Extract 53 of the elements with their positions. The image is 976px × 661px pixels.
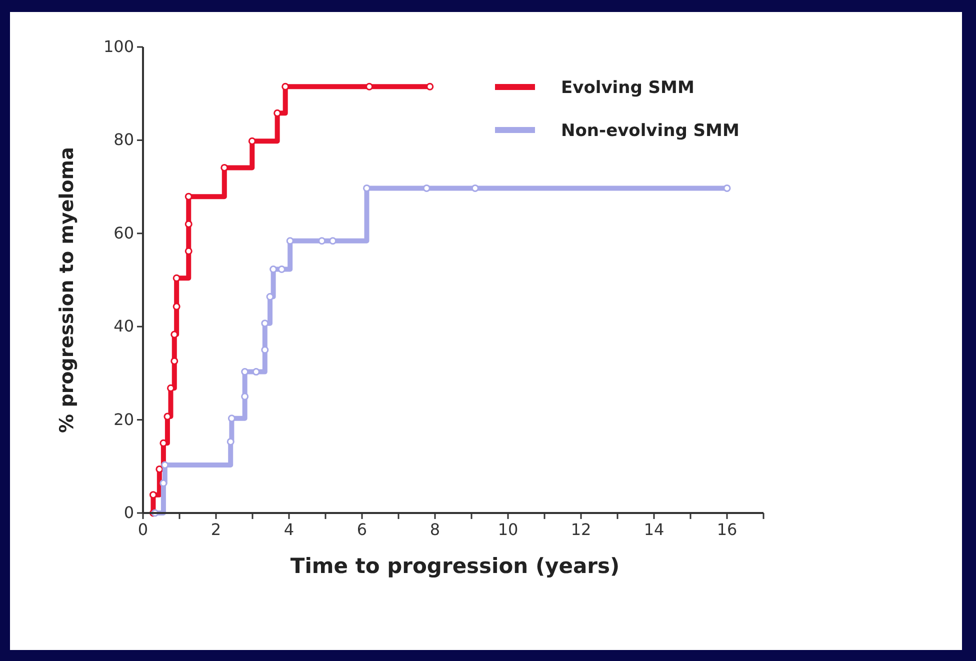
point	[156, 465, 164, 473]
point	[282, 82, 290, 90]
point	[274, 109, 282, 117]
point	[241, 392, 249, 400]
x-tick-label: 2	[210, 520, 222, 539]
point	[170, 330, 178, 338]
y-tick-label: 100	[103, 37, 134, 56]
point	[723, 184, 731, 192]
point	[261, 346, 269, 354]
y-tick-label: 40	[114, 316, 134, 336]
x-tick-label: 6	[356, 520, 368, 539]
y-tick-label: 60	[114, 223, 134, 242]
point	[226, 438, 234, 446]
point	[160, 439, 168, 447]
point	[149, 491, 157, 499]
point	[329, 237, 337, 245]
point	[184, 247, 192, 255]
point	[362, 184, 370, 192]
legend-label: Non-evolving SMM	[561, 121, 740, 141]
point	[422, 184, 430, 192]
point	[220, 164, 228, 172]
point	[252, 368, 260, 376]
point	[241, 368, 249, 376]
x-axis-title: Time to progression (years)	[290, 554, 620, 578]
point	[286, 237, 294, 245]
y-tick-label: 20	[114, 410, 134, 429]
point	[366, 82, 374, 90]
y-tick-label: 0	[124, 503, 134, 522]
point	[248, 137, 256, 145]
x-tick-label: 0	[138, 520, 148, 539]
x-tick-label: 16	[716, 520, 738, 539]
y-axis-title: % progression to myeloma	[56, 147, 78, 433]
point	[261, 320, 269, 328]
x-tick-label: 14	[644, 520, 664, 539]
x-tick-label: 4	[284, 520, 294, 539]
x-tick-label: 8	[430, 520, 440, 539]
y-tick-label: 80	[114, 130, 134, 150]
x-tick-label: 12	[570, 520, 592, 539]
point	[278, 266, 286, 274]
point	[318, 237, 326, 245]
point	[160, 479, 168, 487]
point	[166, 384, 174, 392]
point	[172, 274, 180, 282]
point	[471, 184, 479, 192]
point	[184, 192, 192, 200]
point	[170, 357, 178, 365]
point	[184, 220, 192, 228]
point	[172, 302, 180, 310]
point	[164, 412, 172, 420]
x-tick-label: 10	[498, 520, 518, 539]
point	[228, 414, 236, 422]
legend-label: Evolving SMM	[561, 78, 694, 98]
point	[426, 82, 434, 90]
